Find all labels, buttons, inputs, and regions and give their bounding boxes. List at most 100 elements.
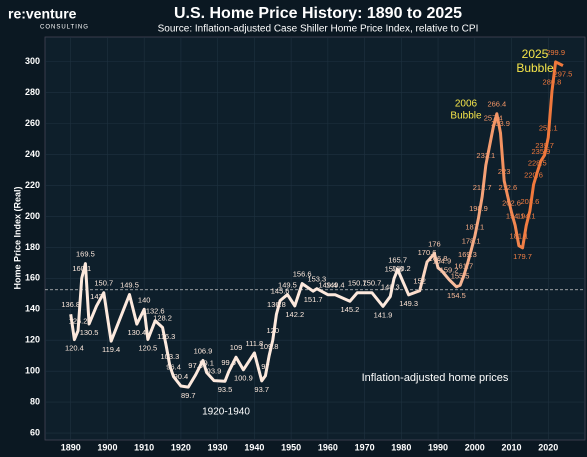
data-label: 149.4: [318, 281, 337, 290]
data-label: 151.7: [304, 295, 323, 304]
data-label: 99.6: [221, 358, 236, 367]
data-label: 116.3: [157, 332, 175, 341]
data-label: 97.6: [188, 361, 203, 370]
data-label: 161.7: [454, 262, 473, 271]
y-tick-label: 140: [25, 304, 40, 314]
x-tick-label: 1980: [391, 442, 411, 452]
data-label: 253.9: [491, 119, 510, 128]
x-tick-label: 1940: [244, 442, 264, 452]
data-label: 130.4: [127, 328, 146, 337]
y-tick-label: 280: [25, 87, 40, 97]
data-label: 164.9: [432, 257, 451, 266]
data-label: 111.8: [246, 339, 264, 348]
data-label: 93.9: [207, 367, 222, 376]
annotation: 2025: [522, 47, 549, 61]
data-label: 198.9: [469, 204, 488, 213]
data-label: 93.7: [254, 385, 269, 394]
logo-tagline: CONSULTING: [40, 25, 89, 31]
data-label: 152: [413, 277, 426, 286]
y-tick-label: 200: [25, 211, 40, 221]
data-label: 194.1: [506, 212, 525, 221]
data-label: 223: [498, 167, 511, 176]
x-tick-label: 1890: [61, 442, 81, 452]
data-label: 179.7: [513, 252, 532, 261]
annotation: Inflation-adjusted home prices: [362, 372, 509, 384]
y-tick-label: 260: [25, 118, 40, 128]
data-label: 299.9: [546, 48, 565, 57]
annotation: Bubble: [450, 111, 482, 122]
data-label: 169.3: [458, 250, 477, 259]
data-label: 130.5: [80, 328, 99, 337]
data-label: 266.4: [487, 100, 506, 109]
data-label: 251.1: [539, 123, 558, 132]
data-label: 153.3: [307, 275, 326, 284]
x-tick-label: 1990: [428, 442, 448, 452]
price-line: [69, 60, 564, 389]
y-tick-label: 300: [25, 56, 40, 66]
chart-subtitle: Source: Inflation-adjusted Case Shiller …: [158, 24, 479, 35]
annotation: Bubble: [516, 61, 554, 75]
x-tick-label: 1970: [355, 442, 375, 452]
data-label: 145.6: [271, 287, 290, 296]
x-tick-label: 2020: [538, 442, 558, 452]
y-tick-label: 160: [25, 273, 40, 283]
data-label: 181.1: [509, 232, 528, 241]
data-label: 156.6: [293, 270, 312, 279]
data-label: 203.6: [521, 197, 540, 206]
data-label: 149.5: [120, 281, 139, 290]
y-tick-label: 80: [30, 396, 40, 406]
data-label: 178.1: [462, 236, 481, 245]
data-label: 169.5: [76, 250, 95, 259]
data-label: 150.7: [363, 279, 382, 288]
data-label: 165.7: [388, 256, 407, 265]
data-label: 142: [90, 292, 103, 301]
data-label: 166.8: [429, 254, 448, 263]
data-label: 194.1: [517, 212, 536, 221]
data-label: 239.7: [535, 141, 554, 150]
data-label: 136.8: [267, 300, 286, 309]
x-tick-label: 1960: [318, 442, 338, 452]
data-label: 97: [261, 362, 269, 371]
annotation: 2006: [455, 99, 478, 110]
data-label: 120.5: [138, 343, 157, 352]
x-tick-label: 1920: [171, 442, 191, 452]
data-label: 170.6: [418, 248, 437, 257]
data-label: 103.3: [161, 352, 180, 361]
data-label: 228.5: [528, 158, 547, 167]
data-label: 235.9: [532, 147, 551, 156]
data-label: 257.4: [484, 114, 503, 123]
y-tick-label: 220: [25, 180, 40, 190]
data-label: 212.6: [498, 183, 517, 192]
data-label: 155.5: [451, 271, 470, 280]
data-label: 120.4: [65, 344, 84, 353]
data-label: 159.8: [385, 265, 404, 274]
y-tick-label: 60: [30, 427, 40, 437]
chart-title: U.S. Home Price History: 1890 to 2025: [174, 5, 462, 22]
data-label: 109.8: [260, 342, 279, 351]
y-tick-label: 240: [25, 149, 40, 159]
y-tick-label: 180: [25, 242, 40, 252]
data-label: 128.2: [153, 314, 172, 323]
data-label: 89.7: [181, 391, 196, 400]
data-label: 149.3: [399, 299, 418, 308]
data-label: 132.6: [146, 307, 165, 316]
data-label: 150.7: [348, 279, 367, 288]
data-label: 154.5: [447, 291, 466, 300]
data-label: 140: [138, 295, 151, 304]
data-label: 202.6: [502, 198, 521, 207]
data-label: 109: [230, 343, 243, 352]
data-label: 149.4: [326, 281, 345, 290]
data-label: 176: [428, 240, 441, 249]
data-label: 90.4: [174, 372, 189, 381]
data-label: 149.5: [278, 281, 297, 290]
x-tick-label: 1900: [97, 442, 117, 452]
x-tick-label: 1950: [281, 442, 301, 452]
data-label: 148.3: [381, 282, 400, 291]
data-label: 160.1: [72, 264, 91, 273]
data-label: 212.7: [473, 183, 492, 192]
data-label: 142.2: [285, 310, 304, 319]
data-label: 141.9: [374, 310, 393, 319]
data-label: 119.4: [102, 345, 120, 354]
